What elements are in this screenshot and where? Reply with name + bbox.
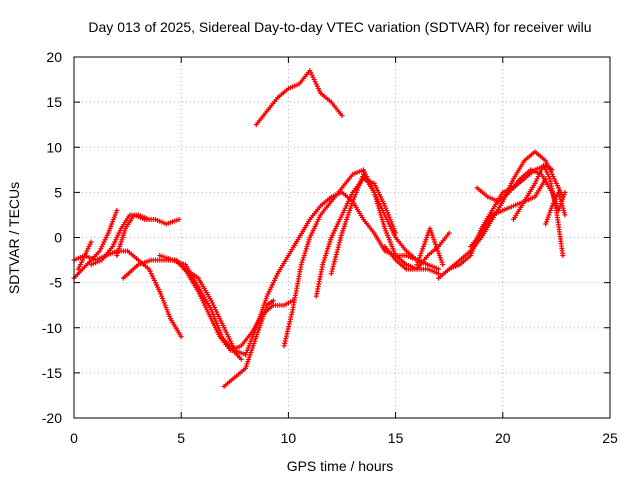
y-tick-label: 5 [54,184,62,200]
x-tick-label: 10 [281,430,297,446]
x-tick-label: 5 [177,430,185,446]
y-tick-label: 0 [54,230,62,246]
series-sat-u [543,189,568,227]
y-tick-label: 20 [46,49,62,65]
series-sat-r [468,176,549,250]
series-trace [437,151,564,279]
series-trace [73,209,118,279]
data-point-markers [253,68,345,128]
y-tick-label: 10 [46,139,62,155]
data-point-markers [543,189,568,227]
series-sat-o [414,225,446,268]
series-layer [71,68,568,389]
x-axis-label: GPS time / hours [287,458,394,474]
series-sat-j [253,68,345,128]
y-tick-label: -5 [50,275,63,291]
data-point-markers [172,189,441,358]
series-trace [159,254,242,361]
data-point-markers [114,212,182,259]
series-sat-c [75,239,94,272]
series-sat-t [511,162,566,259]
series-sat-k [281,167,441,349]
y-tick-label: -15 [42,365,62,381]
y-tick-label: -10 [42,320,62,336]
x-tick-label: 20 [495,430,511,446]
data-point-markers [328,171,431,277]
y-axis-label: SDTVAR / TECUs [6,182,22,294]
series-trace [255,69,343,126]
series-sat-m [328,171,431,277]
series-sat-b [71,207,120,281]
series-sat-e [114,212,182,259]
y-tick-label: -20 [42,410,62,426]
chart-title: Day 013 of 2025, Sidereal Day-to-day VTE… [88,19,591,35]
x-tick-label: 0 [70,430,78,446]
x-tick-label: 15 [388,430,404,446]
y-tick-label: 15 [46,94,62,110]
data-point-markers [414,225,446,268]
axis-ticks: 0 5 10 15 20 25 -20 -15 -10 -5 0 5 10 15 20 [42,49,618,446]
data-point-markers [221,298,276,389]
data-point-markers [75,239,94,272]
data-point-markers [511,162,566,259]
series-sat-h [172,189,441,358]
series-sat-i [221,298,276,389]
data-point-markers [468,176,549,250]
x-tick-label: 25 [602,430,618,446]
